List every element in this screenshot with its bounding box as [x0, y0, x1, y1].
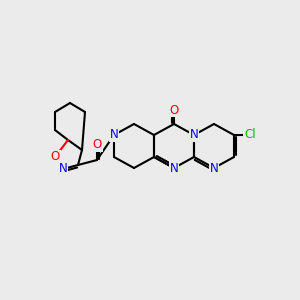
Text: N: N [210, 161, 218, 175]
Text: O: O [169, 103, 178, 116]
Text: N: N [110, 128, 118, 142]
Text: O: O [50, 151, 60, 164]
Text: Cl: Cl [244, 128, 256, 142]
Text: N: N [169, 161, 178, 175]
Text: N: N [190, 128, 198, 142]
Text: N: N [58, 163, 68, 176]
Text: O: O [92, 139, 102, 152]
